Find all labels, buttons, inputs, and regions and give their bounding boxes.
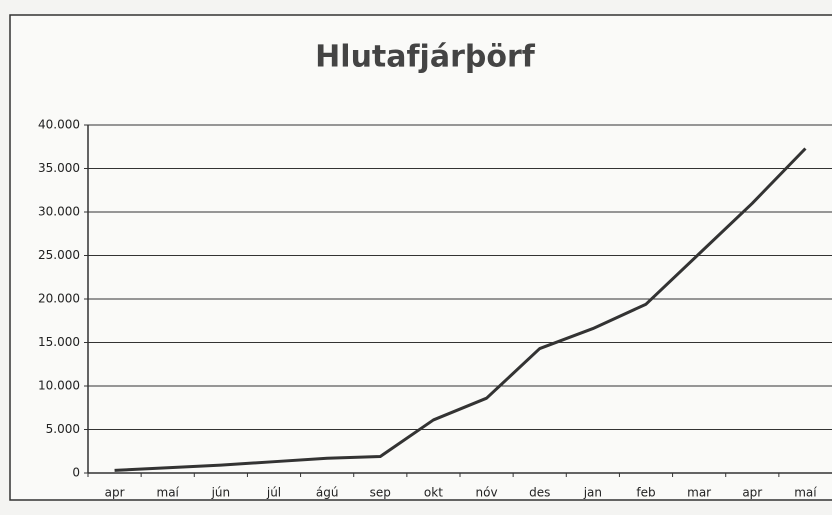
x-tick-label: ágú bbox=[316, 486, 339, 500]
x-tick-label: nóv bbox=[476, 486, 498, 500]
x-tick-label: des bbox=[529, 486, 550, 500]
y-tick-label: 25.000 bbox=[38, 248, 80, 262]
x-tick-label: sep bbox=[370, 486, 391, 500]
x-tick-label: feb bbox=[636, 486, 655, 500]
y-tick-label: 35.000 bbox=[38, 161, 80, 175]
y-tick-label: 15.000 bbox=[38, 335, 80, 349]
x-tick-label: jún bbox=[211, 486, 231, 500]
y-tick-label: 20.000 bbox=[38, 292, 80, 306]
x-tick-label: júl bbox=[266, 486, 281, 500]
y-tick-label: 40.000 bbox=[38, 118, 80, 132]
x-tick-label: apr bbox=[105, 486, 125, 500]
y-tick-label: 5.000 bbox=[46, 422, 80, 436]
x-tick-label: maí bbox=[794, 486, 817, 500]
x-tick-label: mar bbox=[687, 486, 711, 500]
data-line bbox=[114, 147, 807, 472]
y-tick-label: 30.000 bbox=[38, 205, 80, 219]
x-tick-label: okt bbox=[424, 486, 443, 500]
y-tick-label: 0 bbox=[72, 466, 80, 480]
y-tick-label: 10.000 bbox=[38, 379, 80, 393]
chart-title: Hlutafjárþörf bbox=[315, 40, 536, 75]
x-tick-label: apr bbox=[742, 486, 762, 500]
x-tick-label: maí bbox=[157, 486, 180, 500]
x-tick-label: jan bbox=[583, 486, 602, 500]
